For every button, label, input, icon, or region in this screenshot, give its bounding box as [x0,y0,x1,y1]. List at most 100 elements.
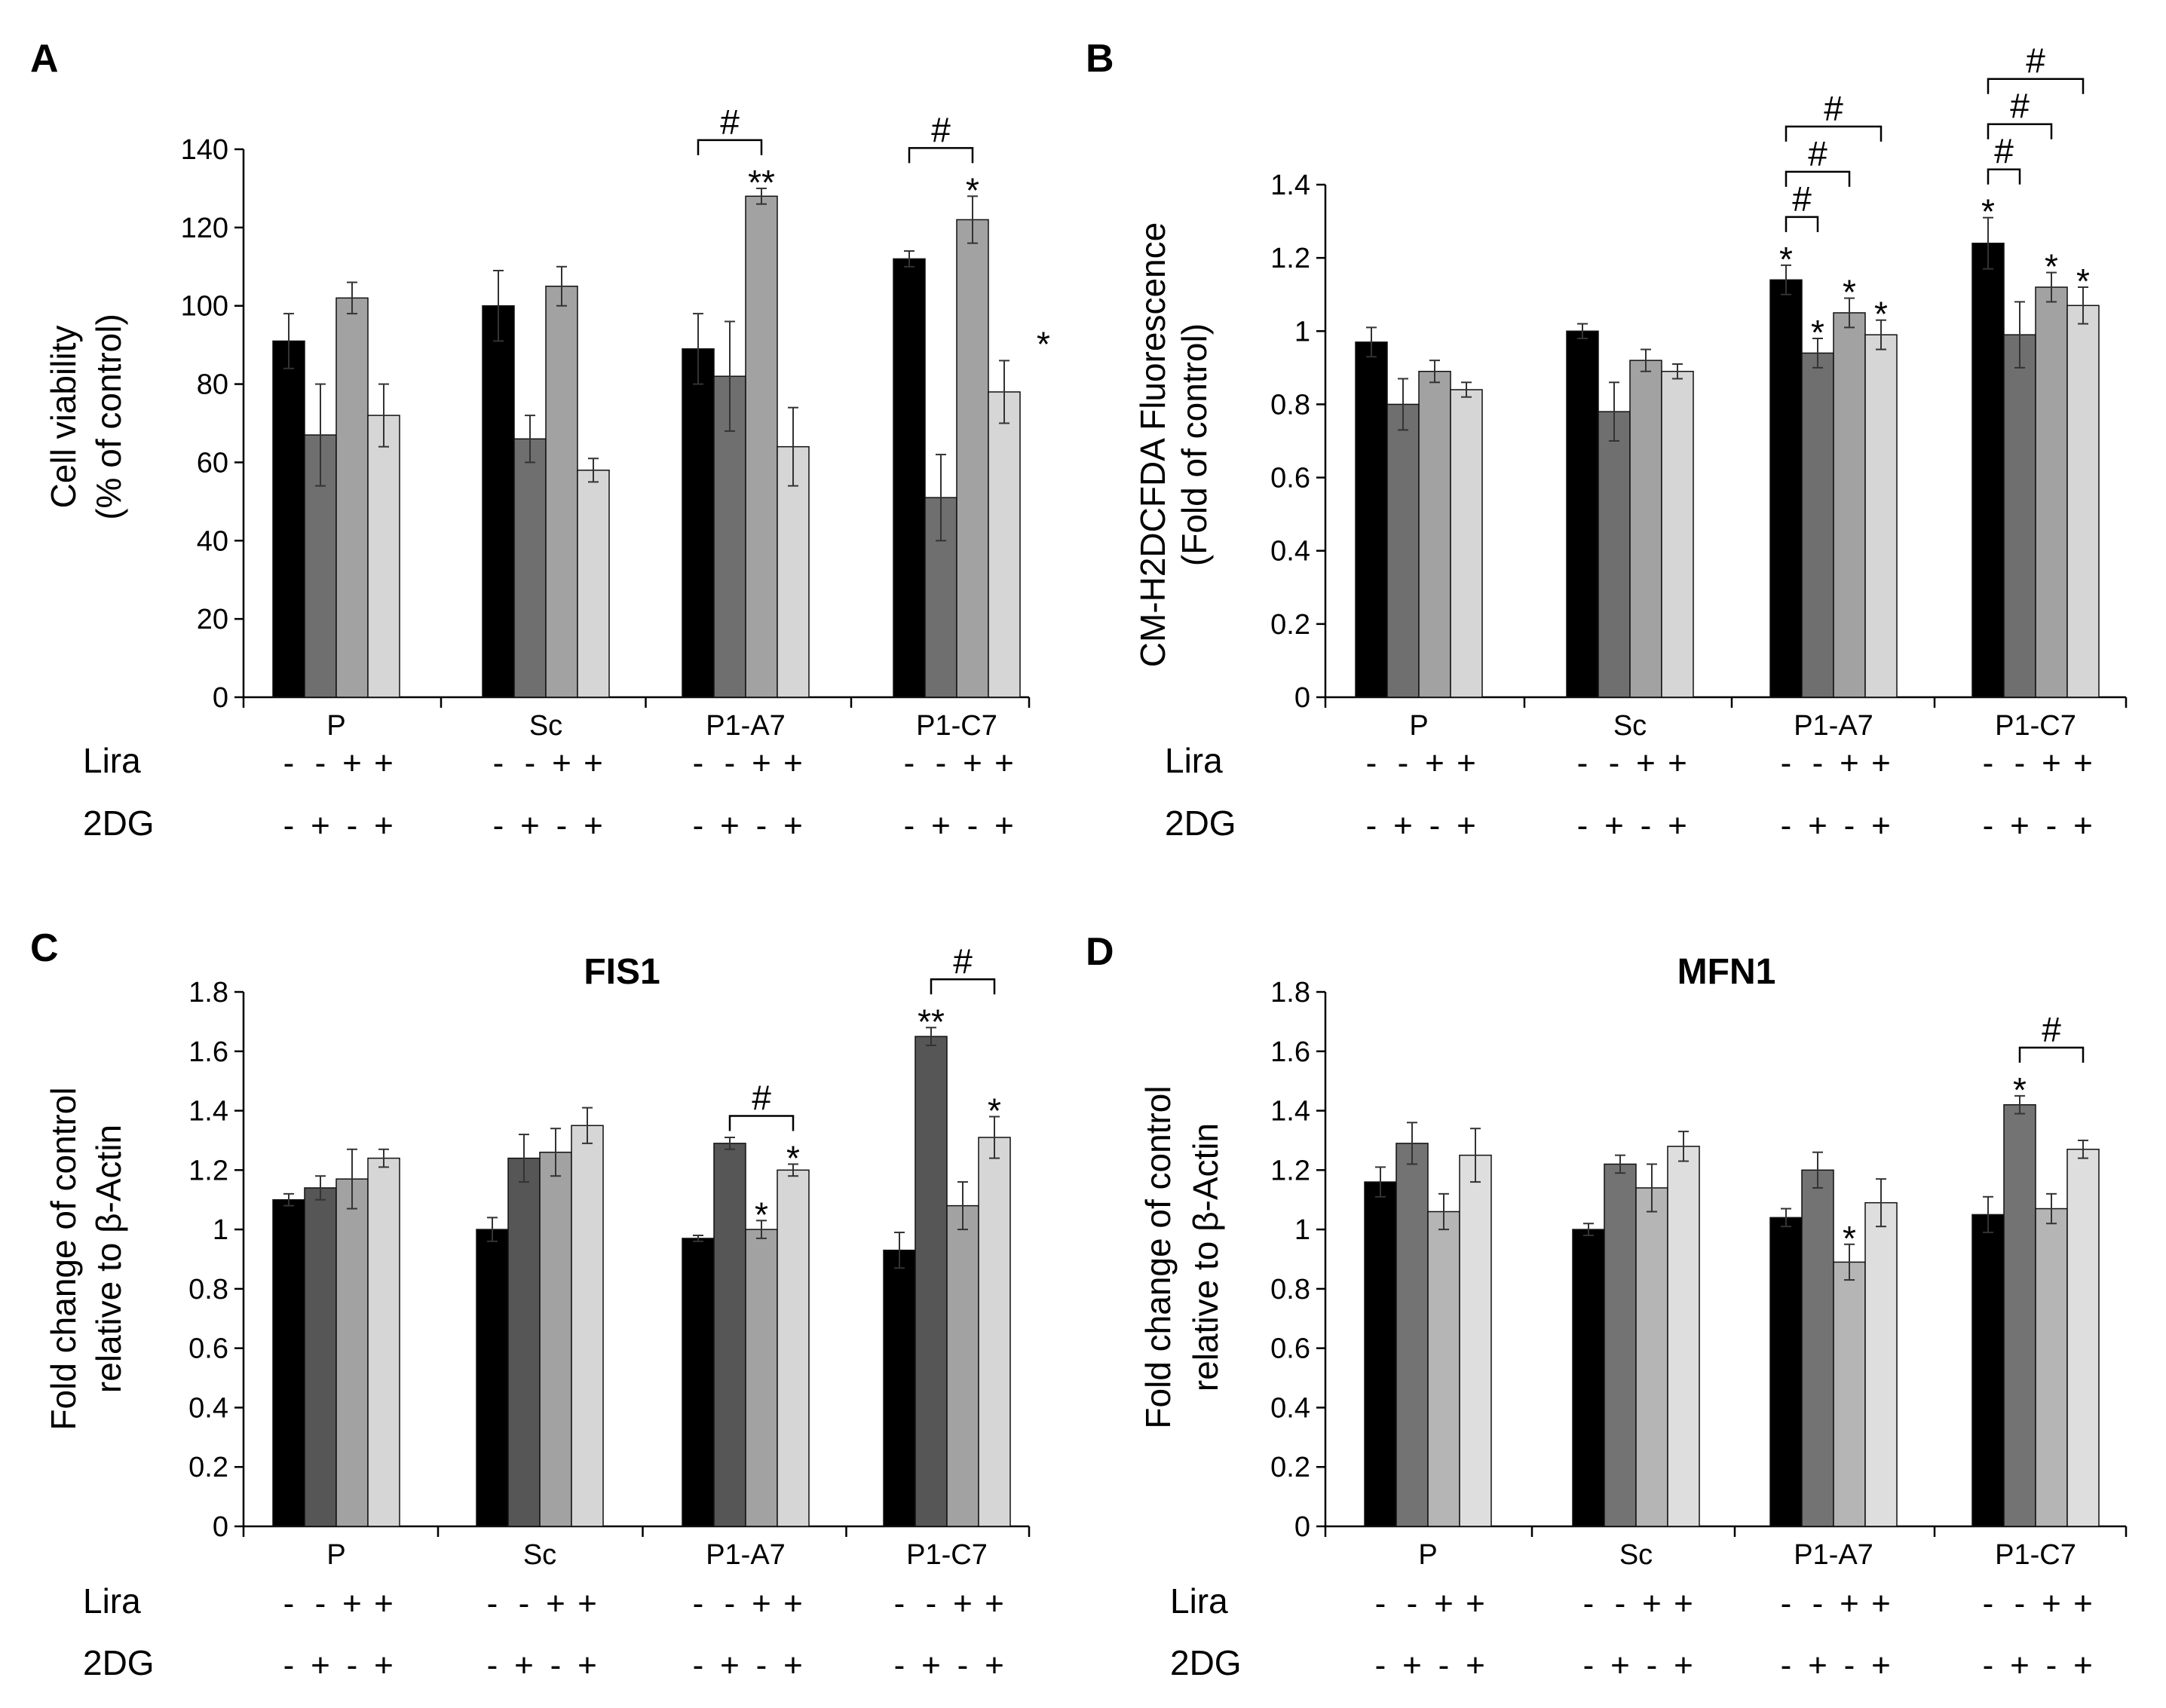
lira-row-label: Lira [1170,1581,1228,1621]
dg-sign: + [1393,807,1413,844]
dg-sign: + [1668,807,1687,844]
significance-bracket [1987,123,2053,139]
significance-star: * [2045,247,2058,286]
y-tick-label: 1.6 [188,1036,228,1068]
y-tick-label: 0 [213,1511,228,1543]
dg-sign: + [985,1647,1004,1684]
dg-sign: - [2046,807,2057,844]
bar [513,438,547,698]
dg-sign: - [1983,807,1994,844]
lira-sign: + [2073,1585,2093,1622]
lira-sign: + [1871,745,1891,782]
significance-star: ** [918,1002,945,1041]
bar [1769,279,1803,698]
lira-sign: + [994,745,1014,782]
lira-sign: - [936,745,947,782]
bar [1833,312,1866,698]
bar [1355,341,1388,698]
bar [893,258,926,698]
dg-sign: - [493,807,504,844]
lira-sign: - [1781,745,1792,782]
bar [777,445,810,698]
lira-row-label: Lira [83,1581,141,1621]
significance-hash: # [1994,132,2014,171]
significance-hash: # [2026,41,2045,81]
significance-hash: # [1792,179,1812,219]
significance-star: ** [748,163,775,202]
lira-sign: - [525,745,536,782]
bar [713,1143,746,1527]
lira-sign: - [487,1585,498,1622]
dg-sign: - [1647,1647,1658,1684]
significance-star: * [2013,1070,2027,1110]
significance-bracket [1785,125,1883,142]
y-tick-label: 1.8 [1270,977,1310,1009]
dg-sign: + [1871,1647,1891,1684]
dg-sign: - [1844,1647,1855,1684]
bar [539,1151,572,1527]
significance-bracket [2018,1046,2085,1063]
lira-sign: - [1366,745,1377,782]
x-tick-label: Sc [523,1539,556,1571]
lira-sign: - [1609,745,1620,782]
lira-sign: + [783,1585,803,1622]
dg-sign: - [693,807,704,844]
x-tick-label: P [326,1539,345,1571]
significance-star: * [755,1195,768,1234]
bar [1629,360,1662,698]
lira-sign: + [1840,1585,1859,1622]
y-tick-label: 1 [1294,316,1310,347]
lira-sign: + [584,745,603,782]
dg-sign: - [487,1647,498,1684]
significance-bracket [728,1115,795,1131]
y-tick-label: 1.4 [188,1096,228,1128]
lira-sign: - [283,1585,295,1622]
panel-letter: D [1086,930,1114,974]
bar [978,1137,1011,1527]
dg-row-label: 2DG [1165,803,1236,843]
lira-sign: + [552,745,571,782]
bar [1450,389,1483,698]
lira-sign: - [315,745,326,782]
x-tick-label: Sc [1619,1539,1653,1571]
significance-hash: # [1808,134,1827,173]
lira-sign: - [1812,745,1824,782]
y-tick-label: 140 [181,134,228,166]
bar [1566,330,1599,698]
dg-sign: - [756,807,767,844]
y-tick-label: 1.2 [188,1155,228,1186]
dg-sign: - [1781,1647,1792,1684]
dg-sign: + [2010,1647,2030,1684]
dg-sign: - [1366,807,1377,844]
lira-sign: + [783,745,803,782]
y-axis-label: Fold change of control [1138,1085,1178,1428]
lira-sign: + [752,1585,771,1622]
x-tick-label: P1-A7 [1794,710,1873,742]
dg-sign: - [1641,807,1652,844]
lira-sign: - [725,1585,736,1622]
bar [682,1238,715,1527]
significance-star: * [1981,192,1995,231]
y-tick-label: 0 [1294,682,1310,714]
chart-title: MFN1 [1677,952,1776,992]
bar [272,1198,305,1527]
significance-bracket [1987,78,2085,94]
y-axis-label: relative to β-Actin [89,1125,128,1393]
dg-sign: - [967,807,979,844]
y-axis-label: CM-H2DCFDA Fluorescence [1133,222,1172,667]
bar [304,1187,337,1527]
lira-sign: + [1434,1585,1454,1622]
dg-sign: + [2073,807,2093,844]
bar [1801,1169,1834,1527]
y-tick-label: 0.8 [1270,389,1310,421]
lira-sign: - [315,1585,326,1622]
bar [1598,411,1631,698]
y-tick-label: 1.2 [1270,1155,1310,1186]
lira-row-label: Lira [1165,741,1223,780]
dg-sign: + [311,807,330,844]
bar [2035,286,2068,698]
chart-title: FIS1 [584,952,660,992]
y-tick-label: 1.2 [1270,243,1310,274]
y-tick-label: 0.4 [188,1392,228,1424]
